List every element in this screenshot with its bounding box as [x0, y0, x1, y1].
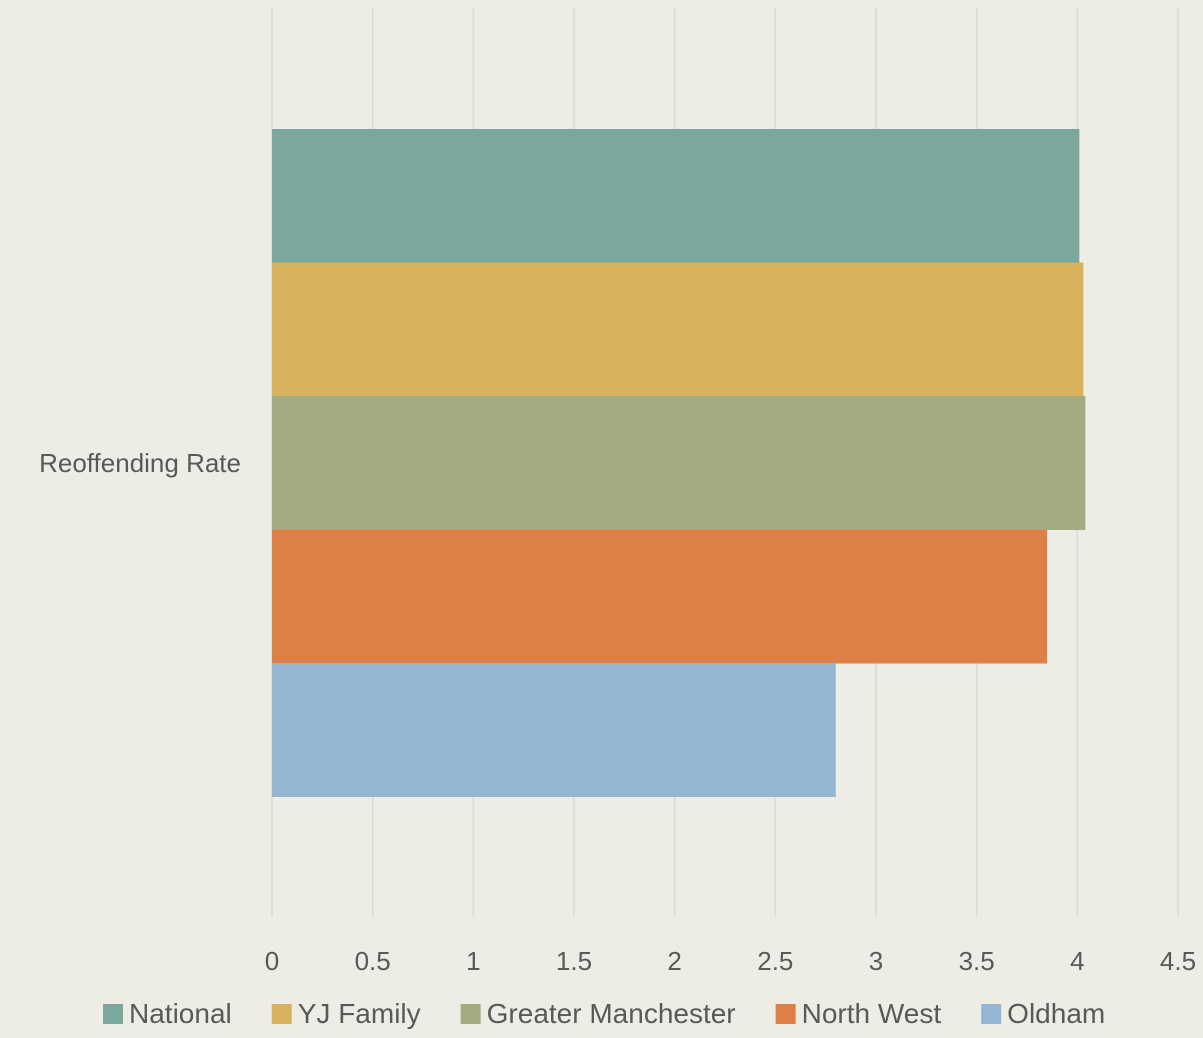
legend-swatch [271, 1004, 292, 1024]
x-tick-label: 3.5 [959, 946, 995, 976]
x-tick-label: 1.5 [556, 946, 592, 976]
x-tick-label: 3 [869, 946, 883, 976]
legend-label: National [129, 998, 232, 1029]
legend: National YJ Family Greater Manchester North… [103, 998, 1105, 1029]
legend-item: North West [775, 998, 942, 1029]
legend-label: Greater Manchester [487, 998, 736, 1029]
x-tick-label: 4 [1070, 946, 1084, 976]
legend-label: YJ Family [298, 998, 421, 1029]
x-axis-ticks: 0 0.5 1 1.5 2 2.5 3 3.5 4 4.5 [265, 946, 1196, 976]
legend-swatch [981, 1004, 1002, 1024]
bar-greater-manchester [272, 396, 1086, 530]
legend-label: North West [802, 998, 942, 1029]
legend-item: Oldham [981, 998, 1105, 1029]
x-tick-label: 2 [667, 946, 681, 976]
legend-swatch [103, 1004, 123, 1024]
legend-swatch [460, 1004, 481, 1024]
legend-item: YJ Family [271, 998, 421, 1029]
x-tick-label: 2.5 [757, 946, 793, 976]
x-tick-label: 4.5 [1160, 946, 1196, 976]
bar-national [272, 129, 1080, 263]
legend-label: Oldham [1007, 998, 1105, 1029]
legend-swatch [775, 1004, 796, 1024]
y-axis-categories: Reoffending Rate [39, 448, 241, 478]
bar-yj-family [272, 262, 1084, 397]
legend-item: National [103, 998, 232, 1029]
legend-item: Greater Manchester [460, 998, 736, 1029]
x-tick-label: 0 [265, 946, 279, 976]
x-tick-label: 1 [466, 946, 480, 976]
bars [272, 129, 1086, 797]
category-label: Reoffending Rate [39, 448, 241, 478]
x-tick-label: 0.5 [355, 946, 391, 976]
bar-oldham [272, 663, 836, 797]
bar-north-west [272, 529, 1048, 664]
